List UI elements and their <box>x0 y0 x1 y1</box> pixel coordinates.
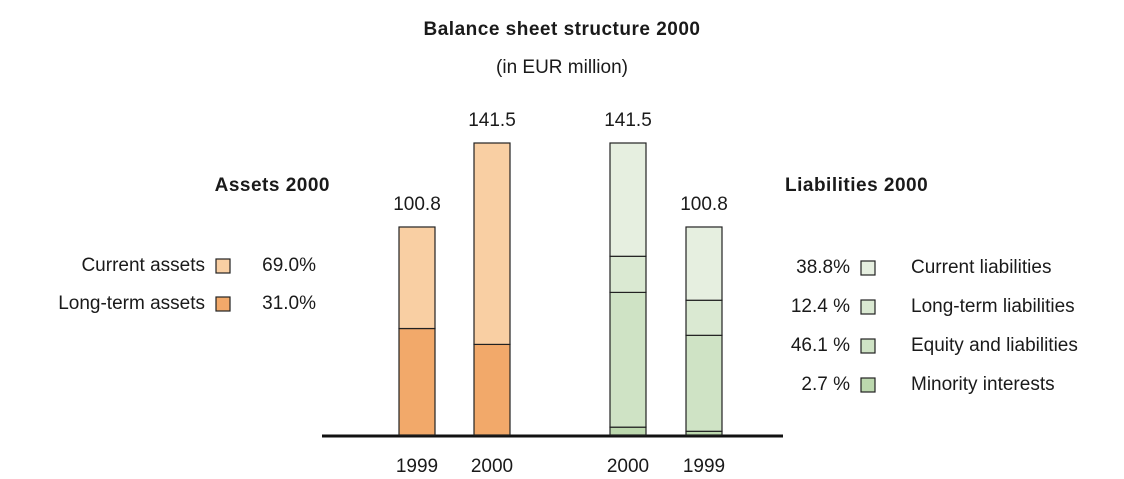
total-label: 100.8 <box>393 194 441 215</box>
legend-swatch <box>860 260 876 276</box>
bar-segment <box>609 142 647 257</box>
bar-segment <box>609 255 647 294</box>
legend-swatch <box>860 299 876 315</box>
bar-segment <box>609 426 647 436</box>
legend-title: Assets 2000 <box>215 175 330 196</box>
legend-label: Current liabilities <box>911 257 1051 278</box>
bar-segment <box>685 334 723 432</box>
bar-segment <box>685 226 723 301</box>
x-tick-label: 1999 <box>396 456 438 477</box>
legend-swatch <box>215 296 231 312</box>
bar-segment <box>398 327 436 436</box>
legend-label: Minority interests <box>911 374 1055 395</box>
legend-share: 46.1 % <box>791 335 850 356</box>
legend-share: 2.7 % <box>801 374 850 395</box>
total-label: 100.8 <box>680 194 728 215</box>
x-tick-label: 2000 <box>607 456 649 477</box>
chart-subtitle: (in EUR million) <box>496 57 628 78</box>
bar-segment <box>609 291 647 428</box>
legend-share: 31.0% <box>262 293 316 314</box>
legend-share: 12.4 % <box>791 296 850 317</box>
legend-swatch <box>215 258 231 274</box>
legend-label: Long-term assets <box>58 293 205 314</box>
total-label: 141.5 <box>604 110 652 131</box>
x-tick-label: 1999 <box>683 456 725 477</box>
bar-segment <box>685 299 723 336</box>
chart-title: Balance sheet structure 2000 <box>424 19 701 40</box>
x-tick-label: 2000 <box>471 456 513 477</box>
legend-label: Current assets <box>81 255 205 276</box>
legend-label: Long-term liabilities <box>911 296 1075 317</box>
legend-label: Equity and liabilities <box>911 335 1078 356</box>
legend-share: 69.0% <box>262 255 316 276</box>
legend-swatch <box>860 377 876 393</box>
total-label: 141.5 <box>468 110 516 131</box>
bar-segment <box>473 142 511 346</box>
bar-segment <box>398 226 436 330</box>
legend-title: Liabilities 2000 <box>785 175 928 196</box>
legend-share: 38.8% <box>796 257 850 278</box>
legend-swatch <box>860 338 876 354</box>
bar-segment <box>473 343 511 436</box>
